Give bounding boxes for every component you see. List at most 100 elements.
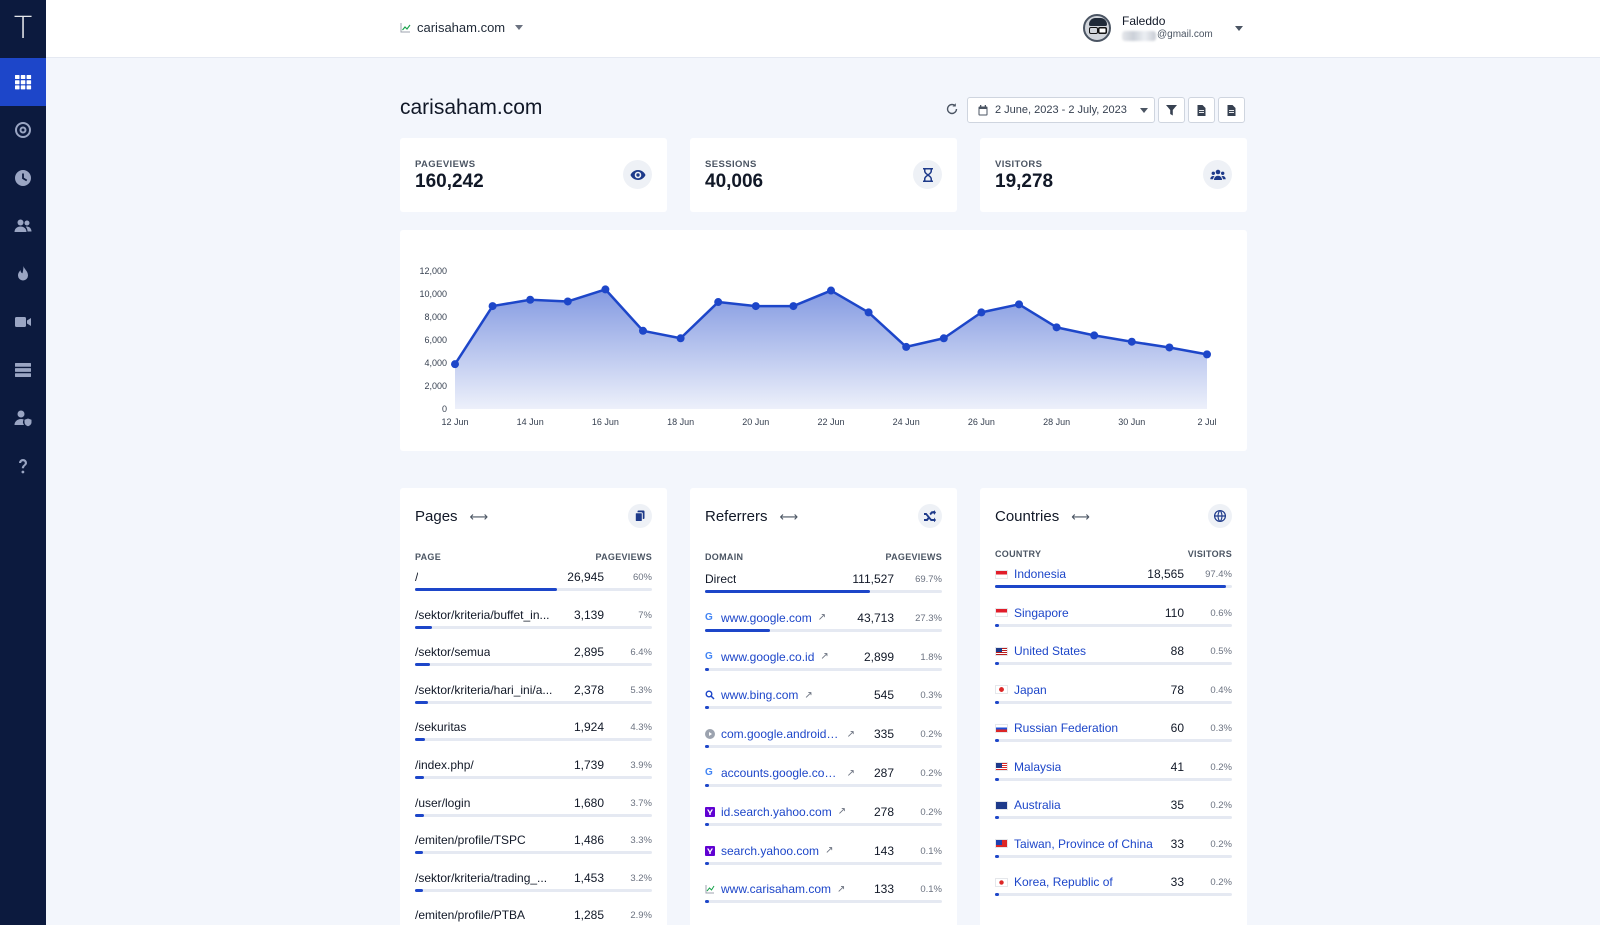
table-row[interactable]: /sekuritas 1,924 4.3% (415, 720, 652, 752)
table-row[interactable]: search.yahoo.com ↗ 143 0.1% (705, 844, 942, 876)
nav-history[interactable] (0, 154, 46, 202)
row-label[interactable]: Korea, Republic of (995, 875, 1113, 889)
table-row[interactable]: Singapore 110 0.6% (995, 606, 1232, 638)
data-point[interactable] (864, 308, 873, 317)
data-point[interactable] (451, 360, 459, 369)
data-point[interactable] (526, 295, 535, 304)
row-label[interactable]: Indonesia (995, 567, 1066, 581)
table-row[interactable]: Taiwan, Province of China 33 0.2% (995, 837, 1232, 869)
row-label[interactable]: United States (995, 644, 1086, 658)
expand-arrows-icon[interactable]: ⟷ (779, 508, 799, 524)
refresh-icon[interactable] (945, 102, 959, 116)
table-row[interactable]: id.search.yahoo.com ↗ 278 0.2% (705, 805, 942, 837)
date-range-picker[interactable]: 2 June, 2023 - 2 July, 2023 (967, 97, 1155, 123)
data-point[interactable] (488, 302, 497, 311)
sites-icon (15, 363, 31, 377)
table-row[interactable]: www.carisaham.com ↗ 133 0.1% (705, 882, 942, 914)
external-link-icon[interactable]: ↗ (804, 689, 813, 701)
external-link-icon[interactable]: ↗ (846, 728, 855, 740)
data-point[interactable] (751, 302, 760, 311)
row-label[interactable]: www.bing.com ↗ (705, 688, 813, 702)
table-row[interactable]: /sektor/semua 2,895 6.4% (415, 645, 652, 677)
row-label[interactable]: Russian Federation (995, 721, 1118, 735)
external-link-icon[interactable]: ↗ (817, 612, 827, 624)
filter-icon (1166, 104, 1177, 115)
external-link-icon[interactable]: ↗ (825, 845, 834, 857)
data-point[interactable] (639, 326, 647, 335)
table-row[interactable]: /emiten/profile/TSPC 1,486 3.3% (415, 833, 652, 865)
nav-sites[interactable] (0, 346, 46, 394)
expand-arrows-icon[interactable]: ⟷ (1071, 508, 1090, 524)
row-label[interactable]: Taiwan, Province of China (995, 837, 1153, 851)
data-point[interactable] (601, 285, 610, 294)
table-row[interactable]: / 26,945 60% (415, 570, 652, 602)
external-link-icon[interactable]: ↗ (837, 806, 847, 818)
row-label: /sektor/kriteria/buffet_in... (415, 607, 550, 622)
row-label[interactable]: Japan (995, 683, 1047, 697)
data-point[interactable] (676, 334, 685, 343)
export-pdf-button[interactable] (1218, 97, 1245, 123)
table-row[interactable]: Korea, Republic of 33 0.2% (995, 875, 1232, 907)
data-point[interactable] (714, 298, 723, 307)
table-row[interactable]: /index.php/1,739 3.9% (415, 758, 652, 790)
data-point[interactable] (939, 334, 948, 343)
user-menu[interactable]: Faleddo @gmail.com (1083, 14, 1243, 42)
filter-button[interactable] (1158, 97, 1185, 123)
nav-dashboard[interactable] (0, 58, 46, 106)
site-selector[interactable]: carisaham.com (400, 20, 524, 35)
data-point[interactable] (1165, 343, 1174, 352)
nav-help[interactable] (0, 442, 46, 490)
external-link-icon[interactable]: ↗ (820, 651, 829, 663)
external-link-icon[interactable]: ↗ (846, 767, 855, 779)
table-row[interactable]: /sektor/kriteria/trading_... 1,453 3.2% (415, 871, 652, 903)
export-csv-button[interactable] (1188, 97, 1215, 123)
table-row[interactable]: Australia 35 0.2% (995, 798, 1232, 830)
copy-icon (628, 504, 652, 528)
table-row[interactable]: Japan 78 0.4% (995, 683, 1232, 715)
row-label[interactable]: www.carisaham.com ↗ (705, 882, 845, 896)
data-point[interactable] (902, 342, 911, 351)
data-point[interactable] (563, 297, 572, 306)
nav-users[interactable] (0, 202, 46, 250)
data-point[interactable] (977, 308, 986, 317)
row-label[interactable]: Malaysia (995, 760, 1061, 774)
table-row[interactable]: Malaysia 41 0.2% (995, 760, 1232, 792)
table-row[interactable]: Russian Federation 60 0.3% (995, 721, 1232, 753)
table-row[interactable]: /sektor/kriteria/hari_ini/a... 2,378 5.3% (415, 683, 652, 715)
nav-realtime[interactable] (0, 106, 46, 154)
data-point[interactable] (1090, 331, 1099, 340)
row-label[interactable]: search.yahoo.com ↗ (705, 844, 833, 858)
row-label[interactable]: id.search.yahoo.com ↗ (705, 805, 846, 819)
row-label[interactable]: com.google.android.g... ↗ (705, 727, 855, 741)
expand-arrows-icon[interactable]: ⟷ (469, 508, 489, 524)
nav-account[interactable] (0, 394, 46, 442)
table-row[interactable]: /sektor/kriteria/buffet_in... 3,139 7% (415, 608, 652, 640)
data-point[interactable] (789, 302, 798, 311)
data-point[interactable] (827, 286, 835, 295)
row-label[interactable]: Singapore (995, 606, 1069, 620)
data-point[interactable] (1203, 350, 1211, 359)
table-row[interactable]: com.google.android.g... ↗ 335 0.2% (705, 727, 942, 759)
table-row[interactable]: www.bing.com ↗ 545 0.3% (705, 688, 942, 720)
data-point[interactable] (1015, 300, 1023, 309)
data-point[interactable] (1052, 323, 1061, 332)
users-group-icon (1203, 160, 1232, 189)
table-row[interactable]: /emiten/profile/PTBA 1,285 2.9% (415, 908, 652, 925)
table-row[interactable]: United States 88 0.5% (995, 644, 1232, 676)
row-label[interactable]: Australia (995, 798, 1061, 812)
external-link-icon[interactable]: ↗ (837, 883, 846, 895)
pageviews-chart[interactable]: 0 2,000 4,000 6,000 8,000 10,000 12,000 12 Jun 1… (400, 230, 1247, 451)
table-row[interactable]: /user/login 1,680 3.7% (415, 796, 652, 828)
table-row[interactable]: Indonesia 18,565 97.4% (995, 567, 1232, 599)
nav-recordings[interactable] (0, 298, 46, 346)
table-row[interactable]: Direct 111,527 69.7% (705, 572, 942, 604)
app-logo[interactable]: T (13, 10, 33, 46)
nav-heatmaps[interactable] (0, 250, 46, 298)
data-point[interactable] (1127, 337, 1136, 346)
